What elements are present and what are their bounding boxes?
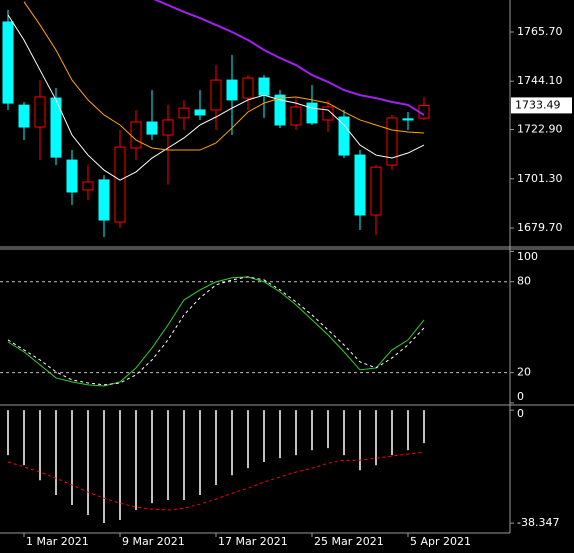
candle-body	[242, 77, 254, 99]
candle-body	[306, 102, 318, 124]
candle-body	[50, 97, 62, 158]
y-tick-label: 1722.90	[517, 123, 563, 136]
candle-body	[146, 121, 158, 135]
candle-body	[290, 106, 302, 126]
last-price-box	[511, 97, 572, 114]
candle-body	[98, 179, 110, 221]
line-series	[7, 451, 425, 511]
x-tick-label: 17 Mar 2021	[218, 535, 288, 548]
last-price-label: 1733.49	[515, 98, 561, 111]
y-tick-label: 20	[517, 366, 531, 379]
price-panel	[2, 0, 430, 238]
candle-body	[322, 106, 334, 121]
candle-body	[338, 116, 350, 156]
x-tick-label: 9 Mar 2021	[122, 535, 185, 548]
y-tick-label: 1765.70	[517, 25, 563, 38]
histogram-panel	[7, 410, 425, 523]
line-series	[153, 0, 425, 116]
candle-body	[82, 181, 94, 191]
candle-body	[194, 109, 206, 116]
line-series	[7, 14, 425, 181]
x-tick-label: 25 Mar 2021	[314, 535, 384, 548]
candle-body	[226, 79, 238, 101]
candle-body	[66, 159, 78, 193]
candle-body	[210, 79, 222, 111]
candle-body	[18, 104, 30, 128]
y-tick-label: 80	[517, 275, 531, 288]
y-tick-label: 0	[517, 407, 524, 420]
y-tick-label: 1679.70	[517, 221, 563, 234]
x-tick-label: 5 Apr 2021	[410, 535, 471, 548]
line-series	[7, 276, 425, 387]
candle-body	[370, 166, 382, 216]
candle-body	[274, 94, 286, 126]
candle-body	[402, 118, 414, 121]
y-tick-label: 1701.30	[517, 172, 563, 185]
y-tick-label: 100	[517, 250, 538, 263]
candle-body	[2, 21, 14, 104]
y-tick-label: -38.347	[517, 516, 559, 529]
candle-body	[354, 154, 366, 216]
candle-body	[130, 121, 142, 149]
y-tick-label: 0	[517, 390, 524, 403]
candle-body	[258, 77, 270, 96]
candle-body	[178, 107, 190, 119]
candle-body	[34, 96, 46, 128]
axes: 1 Mar 2021 9 Mar 2021 17 Mar 2021 25 Mar 20…	[23, 25, 572, 548]
stochastic-panel	[0, 276, 510, 387]
candle-body	[114, 146, 126, 223]
candle-body	[162, 119, 174, 136]
candle-body	[386, 117, 398, 166]
x-tick-label: 1 Mar 2021	[26, 535, 89, 548]
y-tick-label: 1744.10	[517, 74, 563, 87]
line-series	[23, 1, 425, 151]
